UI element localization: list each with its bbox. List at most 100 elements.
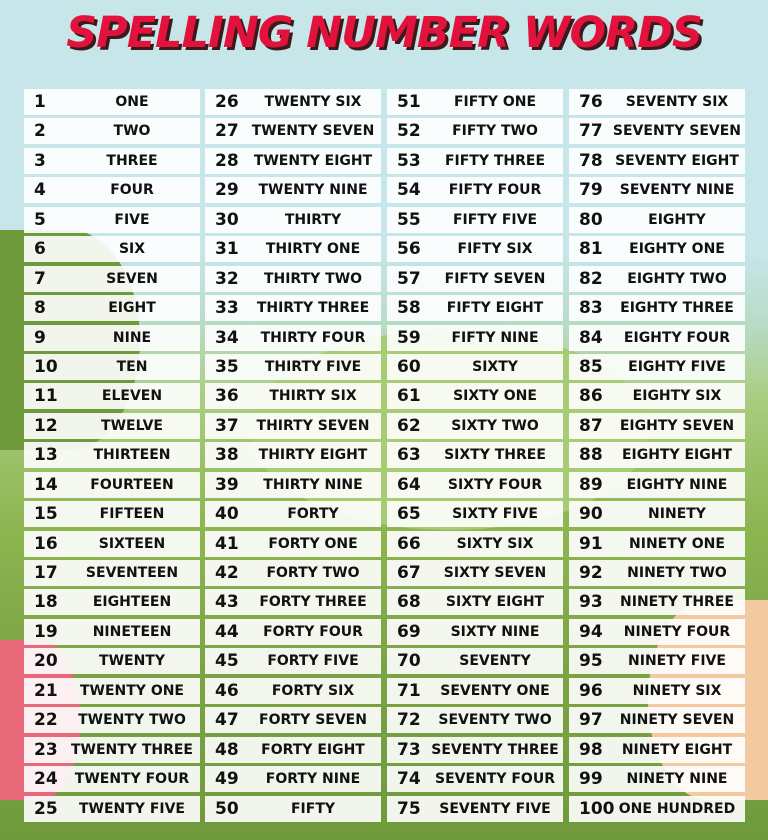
number-word: SEVENTY SIX <box>625 94 729 110</box>
number-row: 95 NINETY FIVE <box>569 648 745 675</box>
number-digit: 54 <box>397 180 421 201</box>
number-digit: 7 <box>34 268 46 289</box>
number-word: NINETY FIVE <box>628 653 726 670</box>
number-digit: 94 <box>579 621 603 642</box>
number-word: EIGHTY SIX <box>632 388 722 405</box>
number-word: THREE <box>106 152 158 169</box>
number-column: 51 FIFTY ONE 52 FIFTY TWO 53 FIFTY THREE 54 FIF… <box>387 89 563 825</box>
number-row: 40 FORTY <box>205 501 381 528</box>
number-row: 71 SEVENTY ONE <box>387 677 563 704</box>
number-digit: 39 <box>215 474 239 495</box>
number-digit: 92 <box>579 563 603 583</box>
number-digit: 12 <box>34 415 58 436</box>
number-digit: 9 <box>34 327 46 348</box>
number-digit: 44 <box>215 621 239 642</box>
number-digit: 24 <box>34 769 58 790</box>
number-digit: 16 <box>34 533 58 554</box>
number-row: 67 SIXTY SEVEN <box>387 560 563 586</box>
number-row: 26 TWENTY SIX <box>205 89 381 115</box>
number-word: EIGHTY NINE <box>626 476 728 493</box>
number-digit: 21 <box>34 680 58 701</box>
number-row: 48 FORTY EIGHT <box>205 736 381 763</box>
number-word: SIXTY THREE <box>444 447 546 464</box>
number-digit: 70 <box>397 651 421 672</box>
number-word: NINETY EIGHT <box>621 741 733 758</box>
number-word: SIXTY SEVEN <box>443 565 547 581</box>
number-digit: 66 <box>397 533 421 554</box>
number-digit: 64 <box>397 474 421 495</box>
number-digit: 50 <box>215 798 239 819</box>
number-row: 34 THIRTY FOUR <box>205 324 381 351</box>
number-word: THIRTY TWO <box>263 270 363 287</box>
number-word: TWENTY FIVE <box>78 800 185 817</box>
number-word: TWENTY <box>99 653 165 670</box>
number-row: 33 THIRTY THREE <box>205 295 381 322</box>
number-digit: 56 <box>397 239 421 260</box>
number-word: TWENTY ONE <box>79 682 184 699</box>
number-row: 24 TWENTY FOUR <box>24 766 200 793</box>
number-row: 49 FORTY NINE <box>205 766 381 793</box>
number-word: EIGHTY EIGHT <box>621 447 733 464</box>
number-word: THIRTEEN <box>93 447 171 464</box>
number-digit: 78 <box>579 150 603 171</box>
number-word: NINE <box>112 329 152 346</box>
number-digit: 40 <box>215 504 239 525</box>
number-word: SEVENTY TWO <box>438 712 552 729</box>
number-word: SIXTY NINE <box>450 623 540 640</box>
number-digit: 60 <box>397 356 421 377</box>
number-word: SEVENTY FIVE <box>439 800 551 817</box>
number-row: 88 EIGHTY EIGHT <box>569 442 745 469</box>
number-word: SIXTY TWO <box>451 417 539 434</box>
number-row: 82 EIGHTY TWO <box>569 265 745 292</box>
number-row: 56 FIFTY SIX <box>387 236 563 263</box>
number-row: 13 THIRTEEN <box>24 442 200 469</box>
number-row: 93 NINETY THREE <box>569 589 745 616</box>
number-digit: 61 <box>397 386 421 407</box>
number-word: EIGHTY <box>648 211 706 228</box>
number-row: 21 TWENTY ONE <box>24 677 200 704</box>
number-digit: 87 <box>579 415 603 436</box>
number-row: 53 FIFTY THREE <box>387 147 563 174</box>
number-word: TEN <box>116 358 148 375</box>
number-word: EIGHTY ONE <box>629 241 725 258</box>
number-digit: 90 <box>579 504 603 525</box>
number-word: FIFTY <box>290 800 336 817</box>
number-digit: 93 <box>579 592 603 613</box>
number-word: FIFTY EIGHT <box>446 300 544 317</box>
number-word: EIGHTY FOUR <box>623 329 731 346</box>
number-word: FORTY THREE <box>259 594 367 611</box>
number-row: 16 SIXTEEN <box>24 530 200 557</box>
number-row: 97 NINETY SEVEN <box>569 707 745 734</box>
number-word: FIFTY SIX <box>457 241 533 258</box>
number-digit: 95 <box>579 651 603 672</box>
number-digit: 38 <box>215 445 239 466</box>
number-word: SEVENTY THREE <box>431 741 559 758</box>
number-digit: 58 <box>397 298 421 319</box>
number-row: 54 FIFTY FOUR <box>387 177 563 204</box>
number-row: 32 THIRTY TWO <box>205 265 381 292</box>
number-row: 25 TWENTY FIVE <box>24 795 200 822</box>
number-digit: 89 <box>579 474 603 495</box>
number-row: 35 THIRTY FIVE <box>205 353 381 380</box>
number-row: 23 TWENTY THREE <box>24 736 200 763</box>
number-row: 10 TEN <box>24 353 200 380</box>
number-word: TWO <box>113 123 151 140</box>
number-digit: 79 <box>579 180 603 201</box>
number-row: 20 TWENTY <box>24 648 200 675</box>
number-digit: 55 <box>397 209 421 230</box>
number-word: SEVENTY <box>459 653 531 670</box>
number-word: THIRTY FIVE <box>264 358 362 375</box>
number-digit: 74 <box>397 769 421 790</box>
number-word: SEVENTY FOUR <box>435 771 555 788</box>
number-digit: 11 <box>34 386 58 407</box>
number-word: NINETY ONE <box>629 535 725 552</box>
number-digit: 59 <box>397 327 421 348</box>
number-row: 90 NINETY <box>569 501 745 528</box>
number-row: 43 FORTY THREE <box>205 589 381 616</box>
number-row: 3 THREE <box>24 147 200 174</box>
number-digit: 2 <box>34 121 46 142</box>
number-word: SEVENTY NINE <box>619 182 735 199</box>
number-digit: 76 <box>579 92 603 112</box>
number-word: TWENTY NINE <box>258 182 368 199</box>
number-digit: 47 <box>215 710 239 731</box>
